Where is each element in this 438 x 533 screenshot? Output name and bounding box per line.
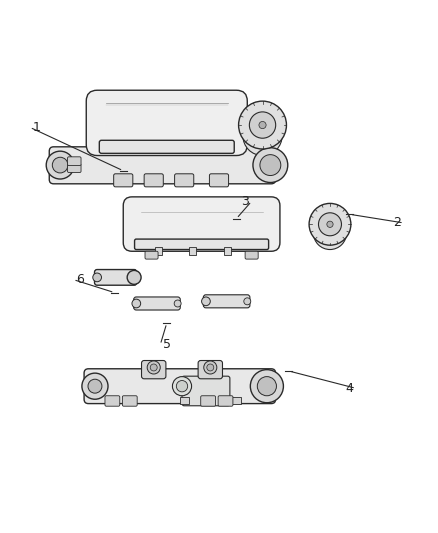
Circle shape bbox=[174, 300, 181, 307]
FancyBboxPatch shape bbox=[67, 157, 81, 166]
FancyBboxPatch shape bbox=[99, 140, 234, 154]
FancyBboxPatch shape bbox=[95, 270, 137, 285]
Text: 1: 1 bbox=[32, 121, 40, 134]
Bar bbox=[189, 247, 196, 255]
Circle shape bbox=[204, 361, 217, 374]
Circle shape bbox=[244, 298, 251, 305]
Circle shape bbox=[127, 270, 141, 284]
Circle shape bbox=[243, 116, 282, 156]
Circle shape bbox=[88, 379, 102, 393]
Bar bbox=[232, 397, 241, 403]
Circle shape bbox=[207, 364, 214, 371]
Circle shape bbox=[201, 297, 210, 305]
Circle shape bbox=[249, 112, 276, 138]
Text: 5: 5 bbox=[163, 338, 171, 351]
Circle shape bbox=[52, 157, 68, 173]
FancyBboxPatch shape bbox=[49, 147, 276, 184]
FancyBboxPatch shape bbox=[182, 376, 230, 406]
FancyBboxPatch shape bbox=[105, 396, 120, 406]
Circle shape bbox=[46, 151, 74, 179]
Circle shape bbox=[309, 204, 351, 245]
FancyBboxPatch shape bbox=[122, 396, 137, 406]
Circle shape bbox=[239, 101, 286, 149]
Bar bbox=[224, 247, 231, 255]
Circle shape bbox=[150, 364, 157, 371]
FancyBboxPatch shape bbox=[144, 174, 163, 187]
Text: 4: 4 bbox=[346, 382, 353, 395]
Circle shape bbox=[177, 381, 187, 392]
FancyBboxPatch shape bbox=[198, 360, 223, 379]
Circle shape bbox=[173, 377, 191, 396]
Circle shape bbox=[253, 148, 288, 182]
FancyBboxPatch shape bbox=[84, 369, 276, 403]
Circle shape bbox=[82, 373, 108, 399]
FancyBboxPatch shape bbox=[134, 297, 180, 310]
Circle shape bbox=[251, 370, 283, 403]
FancyBboxPatch shape bbox=[114, 174, 133, 187]
Circle shape bbox=[314, 216, 346, 249]
FancyBboxPatch shape bbox=[201, 396, 215, 406]
Title: 2004 Chrysler 300M Brake Master Cylinder Diagram: 2004 Chrysler 300M Brake Master Cylinder… bbox=[201, 39, 237, 41]
FancyBboxPatch shape bbox=[123, 197, 280, 251]
Circle shape bbox=[257, 377, 276, 396]
FancyBboxPatch shape bbox=[245, 251, 258, 259]
FancyBboxPatch shape bbox=[86, 90, 247, 156]
Circle shape bbox=[147, 361, 160, 374]
Circle shape bbox=[327, 221, 333, 228]
FancyBboxPatch shape bbox=[134, 239, 268, 249]
Bar bbox=[155, 247, 162, 255]
Circle shape bbox=[132, 299, 141, 308]
FancyBboxPatch shape bbox=[209, 174, 229, 187]
FancyBboxPatch shape bbox=[175, 174, 194, 187]
FancyBboxPatch shape bbox=[67, 164, 81, 173]
Text: 2: 2 bbox=[393, 216, 401, 230]
Bar bbox=[127, 397, 136, 403]
FancyBboxPatch shape bbox=[218, 396, 233, 406]
Circle shape bbox=[93, 273, 102, 282]
FancyBboxPatch shape bbox=[203, 295, 250, 308]
Text: 3: 3 bbox=[241, 195, 249, 208]
Bar bbox=[180, 397, 188, 403]
FancyBboxPatch shape bbox=[145, 251, 158, 259]
Circle shape bbox=[259, 122, 266, 128]
Text: 6: 6 bbox=[76, 273, 84, 286]
Circle shape bbox=[260, 155, 281, 175]
Circle shape bbox=[318, 213, 342, 236]
FancyBboxPatch shape bbox=[141, 360, 166, 379]
